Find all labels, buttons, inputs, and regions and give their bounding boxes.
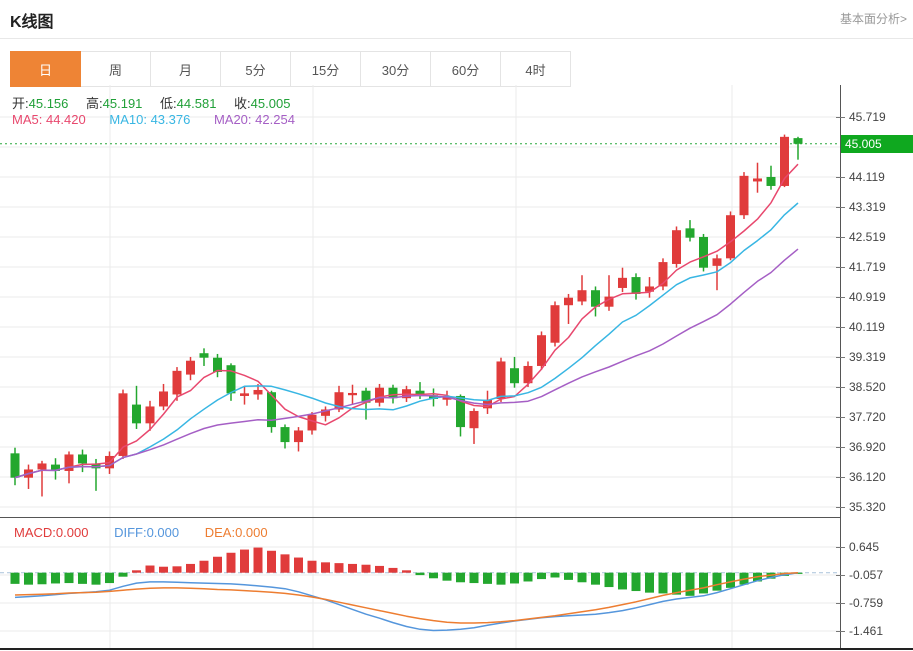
macd-axis-tick [836,575,845,576]
price-axis-label: 35.320 [849,500,886,514]
tab-周[interactable]: 周 [81,51,151,87]
macd-axis-label: 0.645 [849,540,880,554]
high-label: 高: [86,96,103,111]
ma10-label: MA10: [109,112,147,127]
diff-value: DIFF:0.000 [114,525,179,540]
price-axis-tick [836,507,845,508]
low-label: 低: [160,96,177,111]
low-value: 44.581 [176,96,217,111]
dea-number: 0.000 [235,525,268,540]
fundamental-analysis-link[interactable]: 基本面分析> [839,12,907,26]
diff-line [14,571,799,632]
page-title: K线图 [10,14,54,31]
ma5-value: MA5: 44.420 [12,112,86,127]
tab-30分[interactable]: 30分 [361,51,431,87]
tab-月[interactable]: 月 [151,51,221,87]
price-axis-tick [836,327,845,328]
macd-axis-label: -0.057 [849,568,884,582]
diff-number: 0.000 [146,525,180,540]
price-axis-tick [836,417,845,418]
tab-5分[interactable]: 5分 [221,51,291,87]
macd-chart[interactable] [0,518,841,648]
ma20-number: 42.254 [255,112,295,127]
macd-label: MACD: [14,525,56,540]
diff-label: DIFF: [114,525,147,540]
price-axis-tick [836,297,845,298]
price-axis-label: 43.319 [849,200,886,214]
panel-divider [0,517,841,518]
close-label: 收: [234,96,251,111]
price-axis-tick [836,357,845,358]
high-value: 45.191 [102,96,143,111]
open-value: 45.156 [28,96,69,111]
price-axis-label: 36.920 [849,440,886,454]
macd-axis-tick [836,547,845,548]
price-axis-tick [836,387,845,388]
price-axis-label: 37.720 [849,410,886,424]
macd-axis-tick [836,631,845,632]
current-price-tag: 45.005 [841,135,913,153]
price-axis-tick [836,207,845,208]
tab-60分[interactable]: 60分 [431,51,501,87]
macd-readout: MACD:0.000 DIFF:0.000 DEA:0.000 [14,525,290,540]
candles [10,134,803,497]
price-axis-tick [836,477,845,478]
price-axis-label: 45.719 [849,110,886,124]
price-axis-label: 42.519 [849,230,886,244]
ma-readout: MA5: 44.420 MA10: 43.376 MA20: 42.254 [12,112,315,127]
price-axis-tick [836,237,845,238]
tab-日[interactable]: 日 [10,51,81,87]
dea-label: DEA: [204,525,236,540]
ma10-value: MA10: 43.376 [109,112,190,127]
chart-bottom-border [0,648,913,650]
ma-lines [14,163,799,479]
macd-axis-tick [836,603,845,604]
dea-value: DEA:0.000 [205,525,268,540]
ma20-value: MA20: 42.254 [214,112,295,127]
price-axis-tick [836,177,845,178]
ma5-number: 44.420 [45,112,86,127]
macd-axis-label: -0.759 [849,596,884,610]
ma20-label: MA20: [213,112,252,127]
price-axis-label: 41.719 [849,260,886,274]
price-axis-label: 36.120 [849,470,886,484]
tab-4时[interactable]: 4时 [501,51,571,87]
price-chart[interactable] [0,85,841,517]
price-axis-tick [836,267,845,268]
close-value: 45.005 [250,96,291,111]
macd-number: 0.000 [55,525,89,540]
tab-15分[interactable]: 15分 [291,51,361,87]
price-axis-label: 40.119 [849,320,885,334]
price-axis-tick [836,117,845,118]
price-axis-label: 40.919 [849,290,886,304]
header-divider [0,38,913,39]
ohlc-readout: 开:45.156 高:45.191 低:44.581 收:45.005 [12,93,304,112]
price-axis-label: 38.520 [849,380,886,394]
chart-area: 45.719 44.119 43.319 42.519 41.719 40.919 40.1… [0,85,913,651]
open-label: 开: [12,96,29,111]
interval-tab-bar: 日周月 5分 15分 30分 60分 4时 [10,51,571,87]
macd-histogram [10,547,803,596]
ma5-label: MA5: [12,112,43,127]
price-axis-label: 39.319 [849,350,886,364]
macd-value: MACD:0.000 [14,525,88,540]
price-axis-tick [836,447,845,448]
ma10-number: 43.376 [150,112,191,127]
macd-axis-label: -1.461 [849,624,884,638]
dea-line [14,571,799,624]
price-axis-label: 44.119 [849,170,885,184]
y-axis-line [840,85,841,648]
